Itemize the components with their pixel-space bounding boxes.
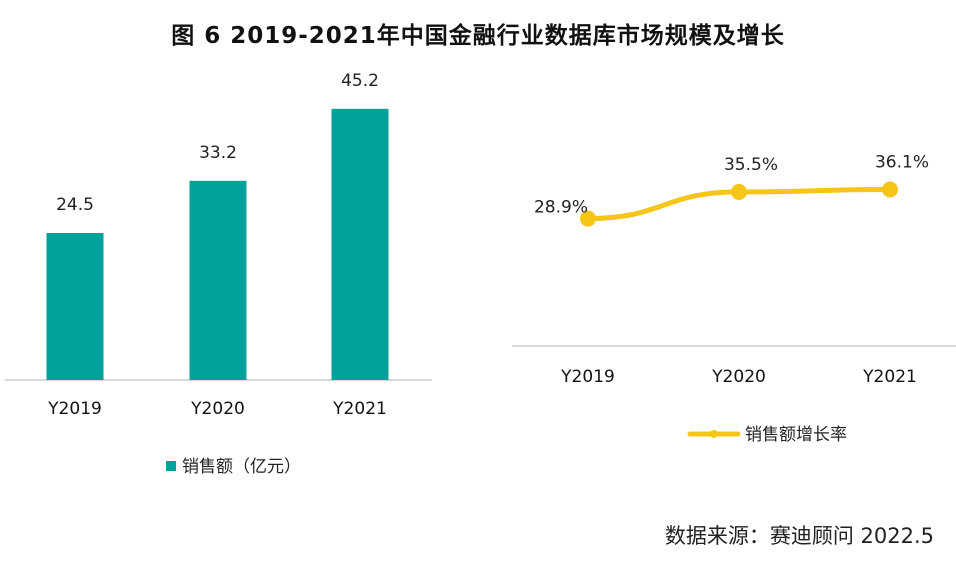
- line-point: [731, 183, 747, 200]
- bar: [189, 180, 247, 380]
- bar: [46, 233, 104, 380]
- line-data-label: 35.5%: [724, 155, 778, 175]
- bar-x-tick-label: Y2020: [190, 399, 245, 419]
- bar-legend-label: 销售额（亿元）: [182, 457, 301, 477]
- line-x-tick-label: Y2020: [711, 367, 766, 387]
- line-point: [882, 181, 898, 198]
- bar-x-tick-label: Y2021: [332, 399, 387, 419]
- line-legend-marker: [710, 430, 718, 438]
- figure-title: 图 6 2019-2021年中国金融行业数据库市场规模及增长: [171, 23, 785, 49]
- bar-data-label: 45.2: [341, 71, 379, 91]
- bar-x-tick-label: Y2019: [47, 399, 102, 419]
- bar-data-label: 33.2: [199, 143, 237, 163]
- bar-legend-swatch: [166, 461, 176, 471]
- bar: [331, 108, 389, 381]
- line-x-tick-label: Y2019: [560, 367, 615, 387]
- line-x-tick-label: Y2021: [862, 367, 917, 387]
- source-note: 数据来源：赛迪顾问 2022.5: [664, 524, 934, 548]
- line-legend-label: 销售额增长率: [745, 425, 847, 445]
- bar-data-label: 24.5: [56, 195, 94, 215]
- line-data-label: 28.9%: [534, 198, 588, 218]
- line-point: [580, 210, 596, 227]
- line-data-label: 36.1%: [875, 153, 929, 173]
